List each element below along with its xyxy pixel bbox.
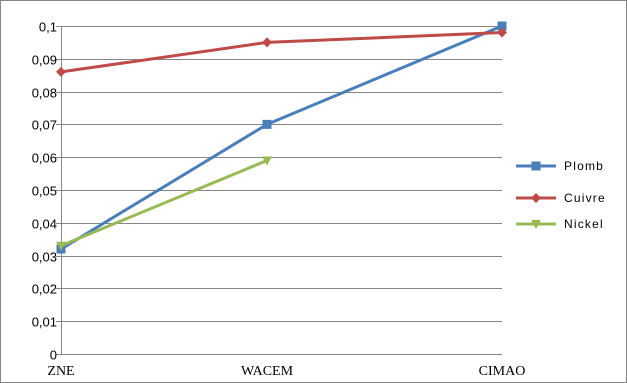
data-point (262, 37, 272, 48)
x-tick-label: ZNE (47, 364, 74, 379)
x-tick-label: CIMAO (479, 364, 526, 379)
x-tick-label: WACEM (241, 364, 294, 379)
data-point (531, 161, 541, 171)
axes: 0 0,01 0,02 0,03 0,04 0,05 0,06 0,07 0,08 0,09 0,1… (32, 20, 526, 380)
legend-label: Plomb (564, 159, 604, 173)
series (56, 21, 507, 254)
y-tick-label: 0,06 (32, 151, 57, 166)
y-tick-label: 0 (50, 348, 57, 363)
data-point (262, 156, 272, 166)
legend: Plomb Cuivre Nickel (516, 159, 606, 231)
y-tick-label: 0,04 (32, 217, 57, 232)
data-point (497, 21, 507, 31)
data-point (56, 66, 66, 77)
data-point (262, 119, 272, 129)
series-line (60, 159, 268, 248)
y-tick-label: 0,1 (39, 20, 57, 35)
gridlines (61, 26, 502, 322)
data-point (497, 27, 507, 38)
legend-item-plomb: Plomb (516, 159, 604, 173)
series-nickel (56, 156, 272, 251)
data-point (531, 220, 541, 229)
y-tick-label: 0,09 (32, 53, 57, 68)
y-tick-label: 0,03 (32, 250, 57, 265)
legend-label: Cuivre (564, 191, 606, 205)
legend-item-cuivre: Cuivre (516, 191, 606, 205)
y-tick-label: 0,02 (32, 282, 57, 297)
series-cuivre (56, 27, 507, 77)
data-point (56, 241, 66, 251)
y-tick-label: 0,07 (32, 118, 57, 133)
y-tick-label: 0,01 (32, 315, 57, 330)
y-tick-label: 0,05 (32, 184, 57, 199)
legend-item-nickel: Nickel (516, 217, 604, 231)
data-point (531, 193, 541, 203)
legend-label: Nickel (564, 217, 604, 231)
y-tick-label: 0,08 (32, 86, 57, 101)
